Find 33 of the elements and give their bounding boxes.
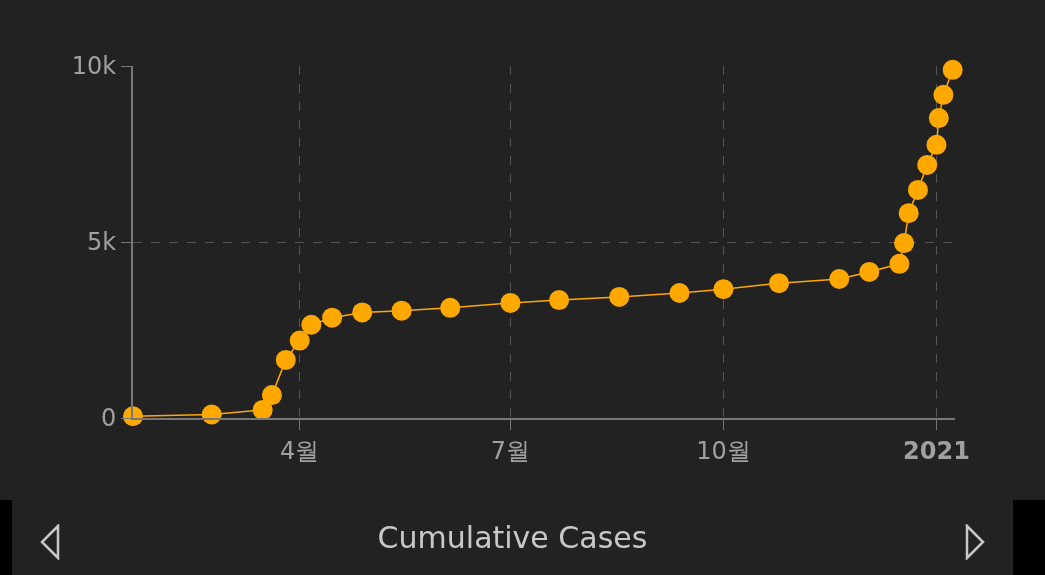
point <box>500 292 521 313</box>
y-tick-label: 0 <box>100 404 117 433</box>
point <box>440 297 461 318</box>
point <box>769 273 790 294</box>
point <box>933 84 954 105</box>
point <box>859 261 880 282</box>
x-tick-label: 2021 <box>903 436 970 465</box>
point <box>261 385 282 406</box>
point <box>829 268 850 289</box>
text: Cumulative Cases <box>376 520 649 555</box>
y-tick-label: 10k <box>71 52 117 81</box>
point <box>894 233 915 254</box>
point <box>669 283 690 304</box>
x-tick-label: 4월 <box>280 436 320 465</box>
point <box>391 300 412 321</box>
point <box>898 203 919 224</box>
point <box>917 154 938 175</box>
point <box>907 179 928 200</box>
point <box>926 134 947 155</box>
y-tick-label: 5k <box>87 228 117 257</box>
point <box>289 330 310 351</box>
point <box>352 302 373 323</box>
point <box>549 290 570 311</box>
point <box>713 279 734 300</box>
point <box>322 307 343 328</box>
point <box>609 286 630 307</box>
point <box>889 253 910 274</box>
point <box>928 108 949 129</box>
point <box>942 59 963 80</box>
x-tick-label: 7월 <box>490 436 531 465</box>
point <box>301 314 322 335</box>
point <box>275 349 296 370</box>
x-tick-label: 10월 <box>696 436 751 465</box>
